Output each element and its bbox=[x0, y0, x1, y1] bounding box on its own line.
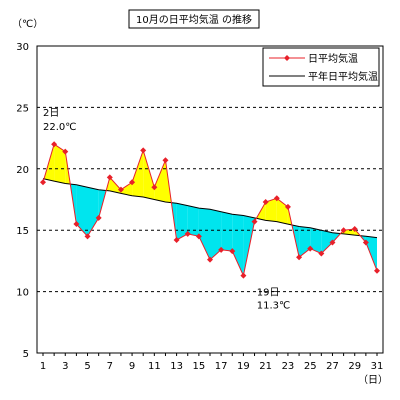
legend-label-normal: 平年日平均気温 bbox=[308, 70, 378, 83]
deviation-fill bbox=[176, 203, 188, 240]
y-tick-labels: 5 10 15 20 25 30 bbox=[16, 42, 29, 360]
data-point bbox=[273, 195, 280, 202]
x-tick-label: 11 bbox=[148, 361, 161, 372]
data-point bbox=[40, 179, 46, 186]
data-point bbox=[117, 186, 124, 193]
annotation-day: 19日 bbox=[257, 288, 280, 299]
deviation-fill bbox=[109, 177, 121, 194]
deviation-fill bbox=[232, 214, 244, 276]
data-point bbox=[218, 246, 225, 253]
plot-frame bbox=[36, 45, 384, 354]
title-frame bbox=[128, 9, 260, 29]
deviation-fill bbox=[132, 150, 144, 197]
annotation-value: 11.3℃ bbox=[257, 301, 291, 312]
data-point bbox=[73, 221, 80, 228]
x-tick-label: 25 bbox=[304, 361, 317, 372]
data-point bbox=[284, 203, 291, 210]
data-point bbox=[240, 272, 247, 279]
data-point bbox=[229, 248, 236, 255]
data-point bbox=[95, 214, 102, 221]
y-tick-label: 5 bbox=[23, 349, 29, 360]
y-tick-label: 30 bbox=[16, 42, 29, 53]
data-point bbox=[129, 179, 136, 186]
x-tick-label: 27 bbox=[326, 361, 339, 372]
y-axis-label: （℃） bbox=[12, 18, 43, 30]
deviation-fill bbox=[54, 144, 66, 184]
x-tick-label: 1 bbox=[40, 361, 46, 372]
x-tick-label: 5 bbox=[84, 361, 90, 372]
data-point bbox=[329, 239, 336, 246]
deviation-fill bbox=[276, 198, 288, 225]
deviation-fills bbox=[43, 144, 377, 276]
normal-series bbox=[42, 178, 378, 239]
data-point bbox=[362, 239, 369, 246]
data-point bbox=[195, 233, 202, 240]
annotation-day: 2日 bbox=[43, 108, 59, 119]
deviation-fill bbox=[265, 198, 277, 222]
annotation-value: 22.0℃ bbox=[43, 122, 77, 133]
x-tick-label: 21 bbox=[259, 361, 272, 372]
deviation-fill bbox=[365, 236, 377, 271]
deviation-fill bbox=[210, 209, 222, 260]
data-point bbox=[51, 141, 58, 148]
deviation-fill bbox=[87, 187, 99, 237]
x-tick-label: 9 bbox=[129, 361, 135, 372]
deviation-fill bbox=[187, 205, 199, 237]
data-point bbox=[184, 230, 191, 237]
y-tick-label: 25 bbox=[16, 103, 29, 114]
data-point bbox=[162, 157, 169, 164]
x-tick-label: 3 bbox=[62, 361, 68, 372]
data-point bbox=[307, 245, 314, 252]
legend-box bbox=[262, 47, 380, 87]
x-tick-label: 13 bbox=[170, 361, 183, 372]
data-point bbox=[173, 237, 180, 244]
x-tick-label: 31 bbox=[371, 361, 384, 372]
deviation-fill bbox=[310, 227, 322, 254]
deviation-fill bbox=[299, 226, 311, 258]
chart-title-box: 10月の日平均気温 の推移 bbox=[128, 9, 260, 29]
y-tick-label: 10 bbox=[16, 288, 29, 299]
deviation-fill bbox=[120, 182, 133, 196]
data-point bbox=[251, 218, 258, 225]
deviation-fill bbox=[154, 160, 166, 202]
y-tick-label: 20 bbox=[16, 165, 29, 176]
data-point bbox=[296, 254, 303, 261]
x-tick-label: 19 bbox=[237, 361, 250, 372]
x-tick-label: 7 bbox=[107, 361, 113, 372]
data-point bbox=[351, 225, 358, 232]
deviation-fill bbox=[76, 184, 88, 237]
x-tick-label: 23 bbox=[282, 361, 295, 372]
x-tick-label: 17 bbox=[215, 361, 228, 372]
data-point bbox=[374, 267, 380, 274]
x-tick-label: 29 bbox=[348, 361, 361, 372]
x-axis-label: （日） bbox=[358, 374, 388, 386]
annotations: 2日 22.0℃ 19日 11.3℃ bbox=[43, 108, 290, 311]
data-point bbox=[140, 147, 147, 154]
legend-label-daily: 日平均気温 bbox=[308, 52, 358, 65]
daily-series bbox=[40, 141, 380, 279]
data-point bbox=[106, 174, 113, 181]
legend: 日平均気温 平年日平均気温 bbox=[262, 47, 380, 87]
grid-lines bbox=[37, 106, 383, 293]
data-point bbox=[151, 184, 158, 191]
y-tick-label: 15 bbox=[16, 226, 29, 237]
deviation-fill bbox=[321, 230, 333, 254]
normal-line bbox=[42, 178, 378, 239]
data-point bbox=[207, 256, 213, 263]
chart-title: 10月の日平均気温 の推移 bbox=[136, 13, 252, 26]
deviation-fill bbox=[221, 211, 233, 252]
data-point bbox=[62, 148, 69, 155]
data-point bbox=[340, 227, 347, 234]
legend-marker-daily bbox=[284, 55, 290, 61]
data-point bbox=[318, 250, 325, 257]
data-point bbox=[262, 198, 269, 205]
deviation-fill bbox=[198, 208, 210, 260]
data-point bbox=[84, 233, 91, 240]
x-tick-label: 15 bbox=[192, 361, 205, 372]
